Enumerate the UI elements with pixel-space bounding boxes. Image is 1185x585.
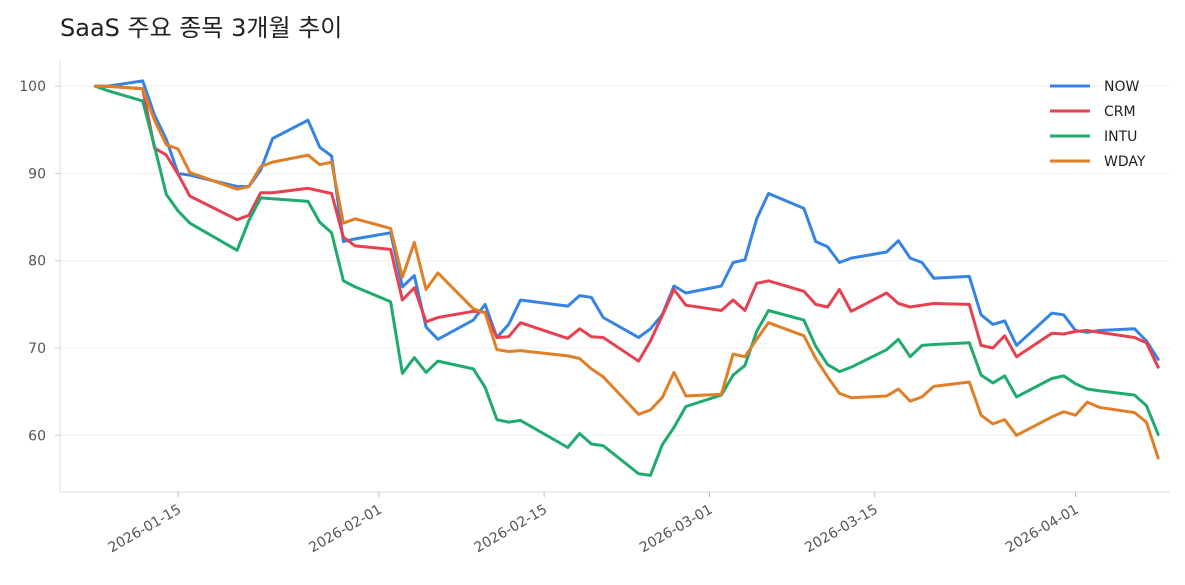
chart-title: SaaS 주요 종목 3개월 추이 (60, 14, 343, 42)
legend-label-intu: INTU (1104, 129, 1137, 145)
axes (55, 60, 1170, 497)
y-tick-label: 80 (28, 254, 46, 270)
y-tick-label: 90 (28, 166, 46, 182)
series-line-wday (93, 84, 1160, 460)
x-tick-label: 2026-04-01 (1003, 502, 1081, 557)
legend-label-wday: WDAY (1104, 154, 1146, 170)
x-tick-label: 2026-02-01 (306, 502, 384, 557)
series-lines (93, 79, 1160, 477)
y-tick-label: 70 (28, 341, 46, 357)
series-line-now (93, 79, 1160, 361)
y-tick-label: 60 (28, 428, 46, 444)
legend-label-now: NOW (1104, 79, 1139, 95)
x-tick-label: 2026-01-15 (106, 502, 184, 557)
grid-lines (60, 85, 1170, 436)
y-tick-label: 100 (19, 79, 46, 95)
x-tick-label: 2026-03-01 (637, 502, 715, 557)
series-line-crm (93, 84, 1160, 369)
x-tick-label: 2026-02-15 (472, 502, 550, 557)
series-line-intu (93, 84, 1160, 477)
legend-label-crm: CRM (1104, 104, 1136, 120)
x-tick-label: 2026-03-15 (802, 502, 880, 557)
legend: NOW CRM INTU WDAY (1050, 79, 1146, 170)
